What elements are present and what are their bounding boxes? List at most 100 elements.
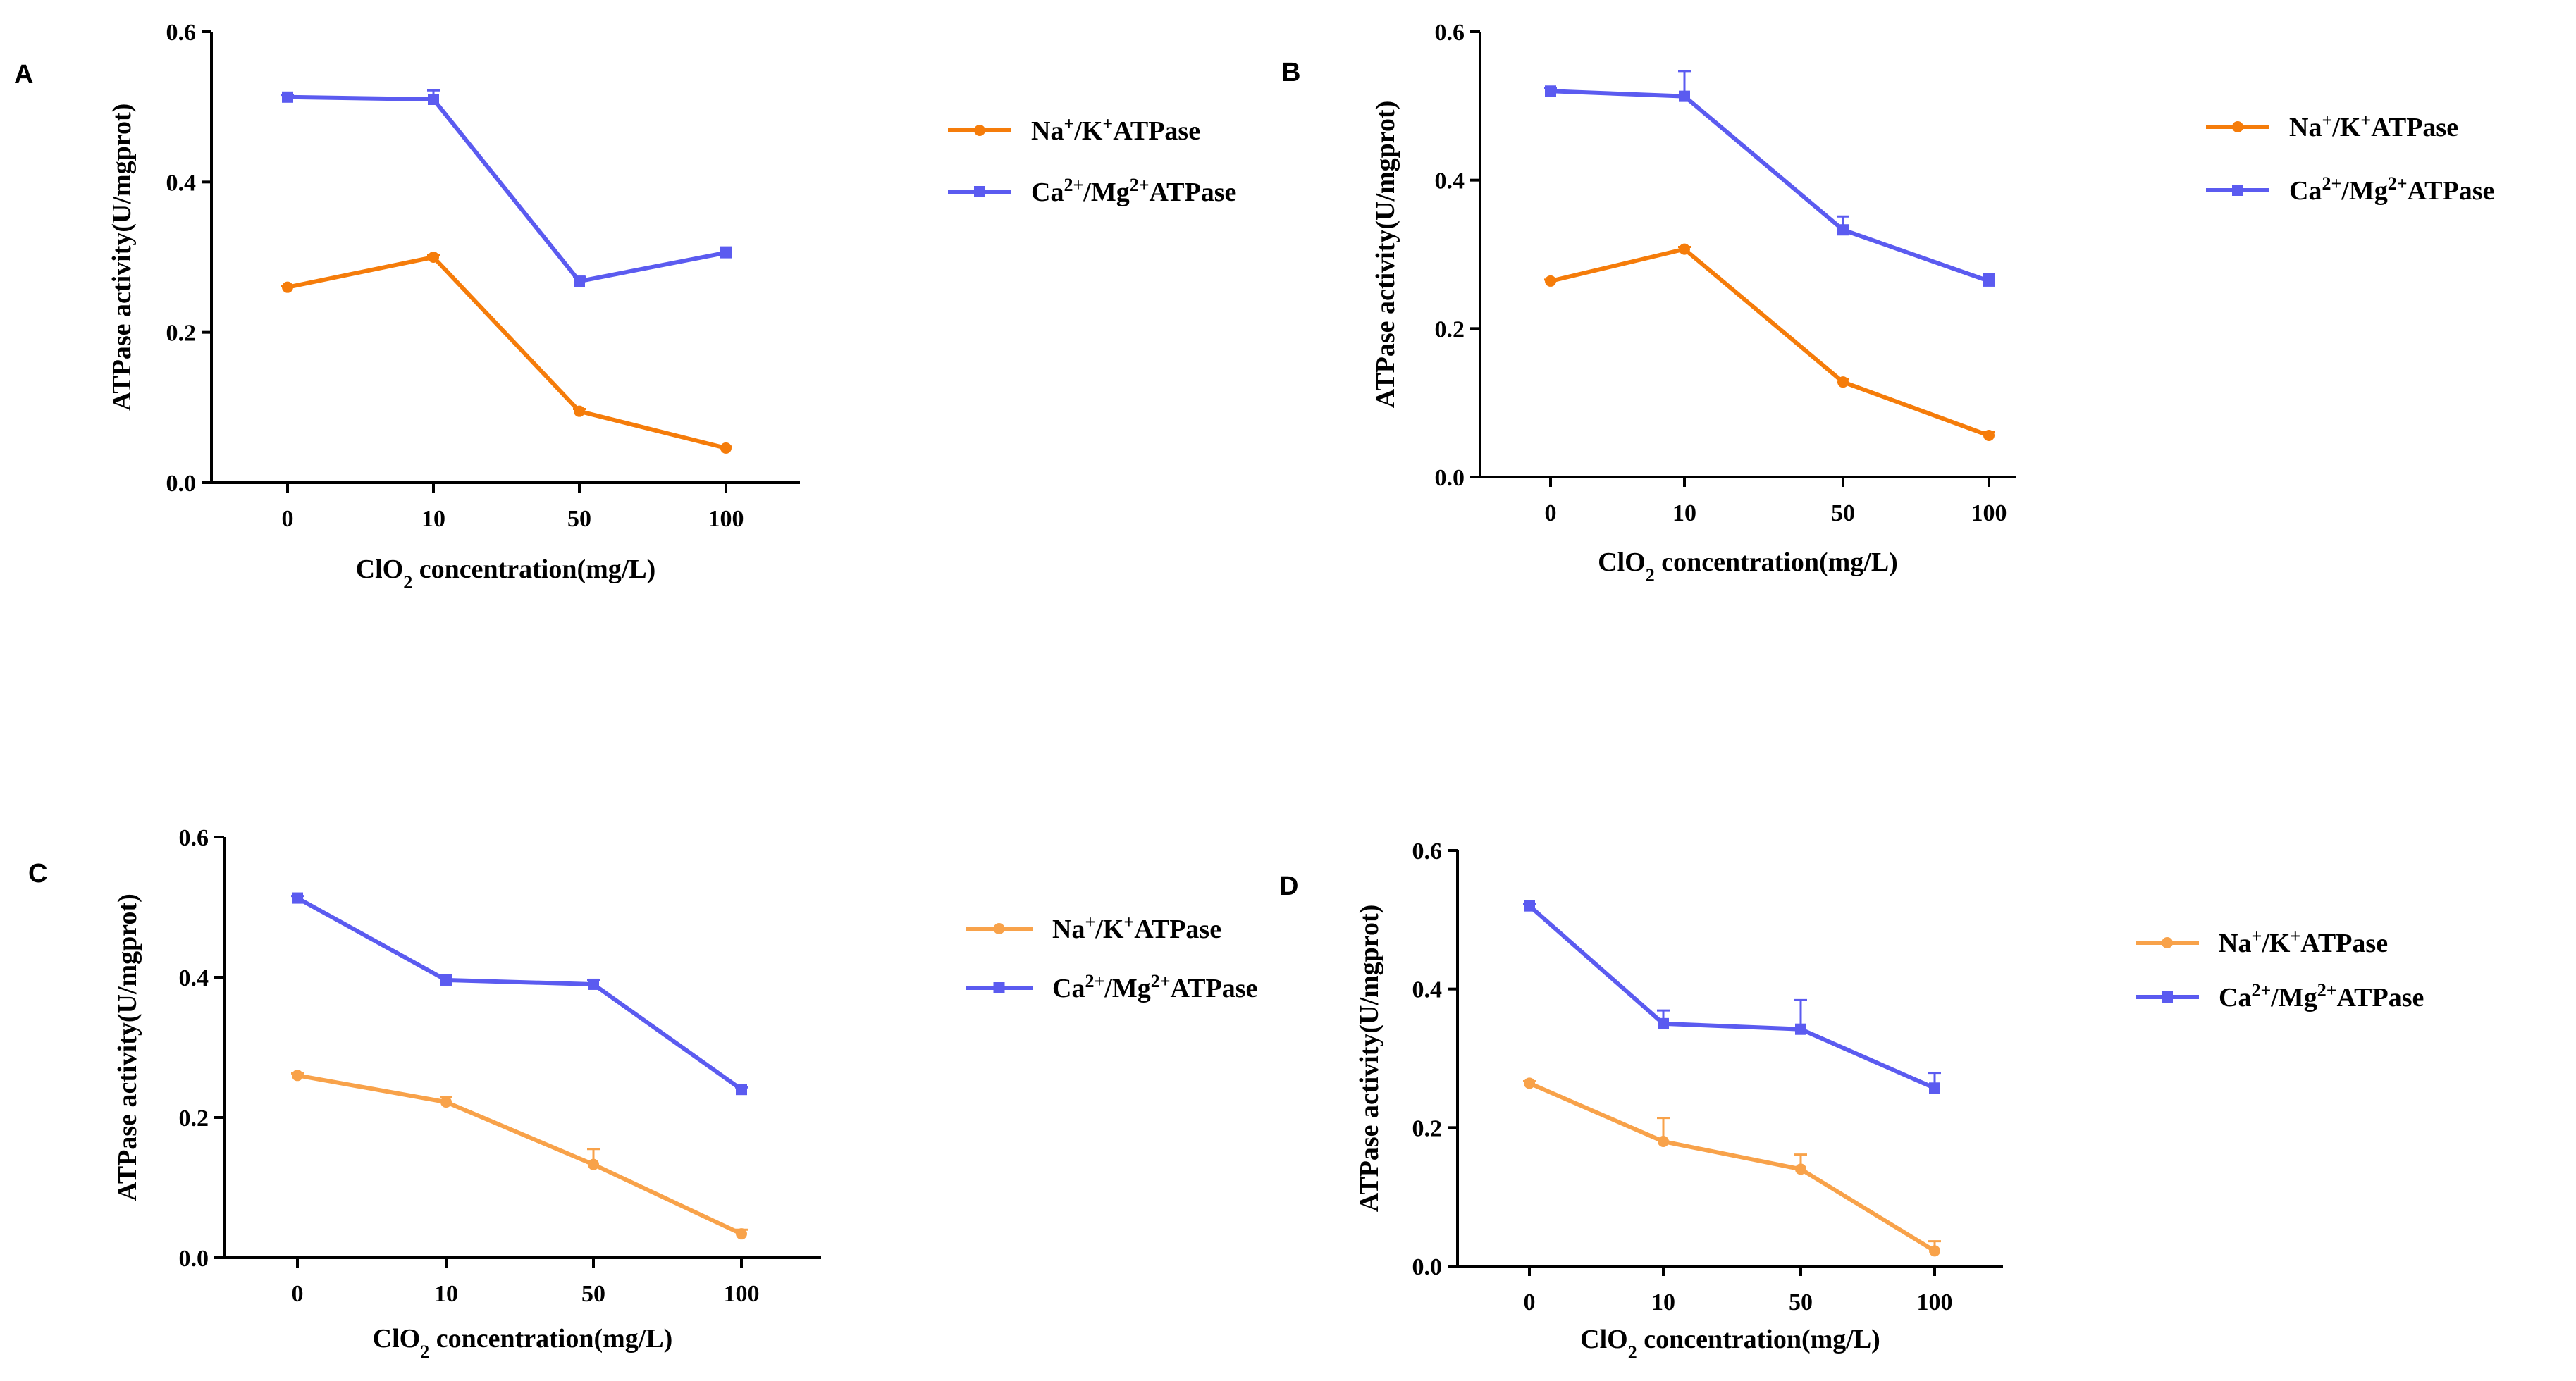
chart-panel-d: D 0.0 0.2 0.4 0.6 0 10 50 100 ATPase activity(U/m…	[1279, 838, 2424, 1363]
data-point	[588, 1158, 599, 1170]
legend-entry: Na+/K+ATPase	[2136, 926, 2388, 959]
series-na-k-atpase	[291, 1070, 748, 1240]
legend-entry: Ca2+/Mg2+ATPase	[2136, 980, 2424, 1013]
y-tick-label: 0.0	[179, 1246, 209, 1272]
series-ca-mg-atpase	[1544, 70, 1995, 287]
data-point	[736, 1084, 747, 1096]
x-tick-label: 100	[724, 1281, 760, 1307]
series-line	[287, 255, 727, 450]
y-axis-title: ATPase activity(U/mgprot)	[1355, 905, 1384, 1213]
data-point	[588, 978, 599, 990]
data-point	[1837, 224, 1849, 236]
series-line	[296, 896, 743, 1091]
data-point	[282, 91, 293, 103]
legend-label: Na+/K+ATPase	[1031, 113, 1200, 147]
y-axis-title: ATPase activity(U/mgprot)	[107, 104, 137, 411]
data-point	[574, 405, 585, 417]
y-tick-label: 0.2	[1412, 1115, 1443, 1141]
y-tick-label: 0.6	[1435, 20, 1465, 46]
x-axis-title: ClO2 concentration(mg/L)	[1580, 1325, 1880, 1363]
series-line	[287, 94, 727, 284]
y-tick-label: 0.6	[1412, 838, 1443, 865]
y-tick-label: 0.4	[1412, 977, 1443, 1003]
x-axis-title: ClO2 concentration(mg/L)	[373, 1324, 673, 1362]
data-point	[1658, 1017, 1669, 1029]
series-na-k-atpase	[1523, 1077, 1941, 1257]
data-point	[1795, 1163, 1806, 1175]
series-na-k-atpase	[1544, 243, 1995, 442]
legend-marker	[974, 125, 985, 136]
y-tick-label: 0.6	[179, 825, 209, 851]
series-line	[1528, 1081, 1936, 1253]
data-point	[1545, 275, 1556, 287]
y-tick-label: 0.4	[1435, 168, 1465, 194]
data-point	[1929, 1245, 1940, 1257]
panel-letter: A	[14, 60, 33, 89]
data-point	[574, 275, 585, 287]
x-tick-label: 0	[282, 506, 294, 532]
x-tick-label: 50	[1831, 500, 1855, 526]
data-point	[1983, 430, 1995, 442]
data-point	[440, 974, 452, 986]
legend-entry: Ca2+/Mg2+ATPase	[966, 971, 1257, 1004]
series-line	[1550, 247, 1990, 438]
x-tick-label: 50	[581, 1281, 605, 1307]
data-point	[736, 1228, 747, 1240]
y-tick-label: 0.0	[1435, 465, 1465, 491]
legend-label: Na+/K+ATPase	[2219, 926, 2388, 959]
data-point	[292, 892, 303, 904]
x-tick-label: 10	[1672, 500, 1696, 526]
chart-panel-b: B 0.0 0.2 0.4 0.6 0 10 50 100 ATPase activity(U/m…	[1281, 20, 2494, 586]
x-axis-title: ClO2 concentration(mg/L)	[356, 555, 656, 593]
data-point	[1658, 1136, 1669, 1147]
data-point	[292, 1070, 303, 1082]
data-point	[720, 247, 732, 259]
panel-letter: B	[1281, 58, 1300, 87]
data-point	[1524, 1077, 1535, 1089]
data-point	[720, 442, 732, 454]
data-point	[1679, 90, 1690, 102]
legend-label: Ca2+/Mg2+ATPase	[2289, 173, 2494, 206]
y-axis-title: ATPase activity(U/mgprot)	[113, 893, 142, 1201]
y-tick-label: 0.2	[1435, 316, 1465, 342]
data-point	[1837, 376, 1849, 388]
legend-label: Ca2+/Mg2+ATPase	[1052, 971, 1257, 1004]
chart-panel-c: C 0.0 0.2 0.4 0.6 0 10 50 100 ATPase activity(U/m…	[28, 825, 1257, 1362]
x-tick-label: 0	[1545, 500, 1557, 526]
legend-label: Na+/K+ATPase	[1052, 912, 1221, 945]
data-point	[1929, 1082, 1940, 1094]
legend-entry: Na+/K+ATPase	[966, 912, 1221, 945]
x-tick-label: 10	[421, 506, 445, 532]
legend-marker	[993, 982, 1005, 993]
legend-marker	[993, 923, 1005, 934]
data-point	[428, 252, 439, 263]
y-tick-label: 0.0	[166, 471, 197, 497]
x-tick-label: 50	[567, 506, 591, 532]
data-point	[1545, 85, 1556, 97]
series-na-k-atpase	[281, 252, 732, 454]
x-axis-title: ClO2 concentration(mg/L)	[1598, 547, 1898, 586]
series-ca-mg-atpase	[281, 89, 732, 287]
data-point	[1679, 243, 1690, 255]
legend-label: Ca2+/Mg2+ATPase	[2219, 980, 2424, 1013]
y-tick-label: 0.2	[179, 1106, 209, 1132]
series-ca-mg-atpase	[1523, 900, 1941, 1094]
legend-label: Ca2+/Mg2+ATPase	[1031, 175, 1236, 208]
data-point	[1795, 1023, 1806, 1035]
legend-marker	[2232, 121, 2243, 132]
legend-marker	[2162, 991, 2173, 1003]
y-tick-label: 0.2	[166, 321, 197, 347]
x-tick-label: 50	[1789, 1289, 1813, 1315]
series-line	[1550, 89, 1990, 283]
legend-marker	[2162, 937, 2173, 948]
y-tick-label: 0.4	[179, 965, 209, 991]
x-tick-label: 0	[1524, 1289, 1536, 1315]
x-tick-label: 0	[292, 1281, 304, 1307]
legend-entry: Ca2+/Mg2+ATPase	[948, 175, 1236, 208]
legend-label: Na+/K+ATPase	[2289, 110, 2458, 143]
legend-entry: Na+/K+ATPase	[2206, 110, 2458, 143]
data-point	[428, 94, 439, 105]
data-point	[1983, 275, 1995, 287]
legend-entry: Na+/K+ATPase	[948, 113, 1200, 147]
